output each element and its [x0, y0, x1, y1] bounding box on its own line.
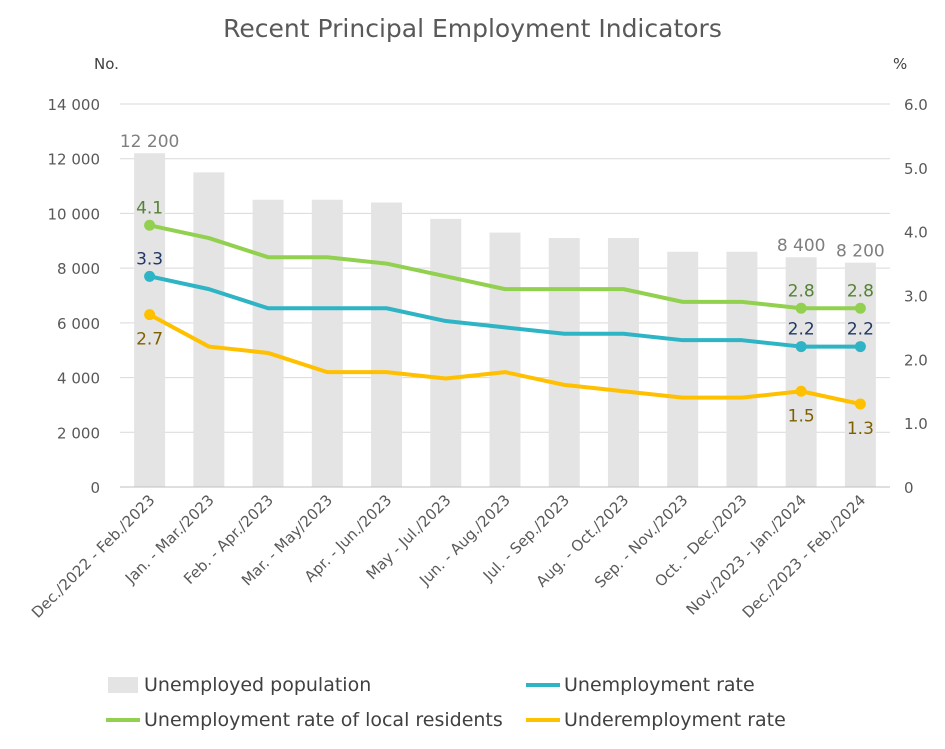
right-tick-label: 0 — [904, 479, 914, 497]
category-label: Nov./2023 - Jan./2024 — [683, 491, 810, 618]
data-point — [854, 398, 866, 410]
bar — [430, 218, 462, 487]
line-data-label: 2.8 — [788, 281, 815, 301]
bar — [844, 262, 876, 487]
legend-item-local-residents-rate: Unemployment rate of local residents — [106, 709, 503, 731]
bar-data-label: 8 200 — [836, 242, 885, 262]
bar-data-label: 8 400 — [777, 236, 826, 256]
right-tick-label: 2.0 — [904, 351, 928, 369]
bar — [311, 199, 343, 487]
legend-label: Underemployment rate — [564, 709, 786, 731]
left-tick-label: 10 000 — [48, 205, 101, 223]
data-point — [854, 302, 866, 314]
bar — [252, 199, 284, 487]
left-tick-label: 0 — [90, 479, 100, 497]
bar — [548, 238, 580, 487]
legend-item-unemployed-population: Unemployed population — [108, 674, 371, 696]
bar — [726, 251, 758, 487]
line-data-label: 2.7 — [136, 330, 163, 350]
data-point — [795, 341, 807, 353]
line-data-label: 1.3 — [847, 419, 874, 439]
line-data-label: 2.2 — [847, 320, 874, 340]
legend-item-unemployment-rate: Unemployment rate — [526, 674, 755, 696]
left-tick-label: 14 000 — [48, 96, 101, 114]
left-tick-label: 12 000 — [48, 151, 101, 169]
bar-data-label: 12 200 — [120, 132, 179, 152]
right-axis-unit: % — [893, 55, 908, 73]
legend-swatch — [526, 718, 560, 722]
data-point — [795, 385, 807, 397]
category-label: Dec./2023 - Feb./2024 — [739, 491, 869, 621]
data-point — [795, 302, 807, 314]
legend-swatch — [106, 718, 140, 722]
data-point — [854, 341, 866, 353]
bar — [607, 238, 639, 487]
line-data-label: 1.5 — [788, 406, 815, 426]
bar — [193, 172, 225, 487]
legend-swatch — [526, 683, 560, 687]
left-tick-label: 8 000 — [57, 260, 100, 278]
right-tick-label: 5.0 — [904, 160, 928, 178]
line-data-label: 3.3 — [136, 249, 163, 269]
series-line — [149, 223, 861, 311]
data-point — [144, 309, 156, 321]
bar — [489, 232, 521, 487]
bar — [371, 202, 403, 487]
left-axis-unit: No. — [94, 55, 119, 73]
right-tick-label: 3.0 — [904, 288, 928, 306]
legend-label: Unemployment rate of local residents — [144, 709, 503, 731]
left-tick-label: 2 000 — [57, 424, 100, 442]
data-point — [144, 219, 156, 231]
legend-label: Unemployment rate — [564, 674, 755, 696]
right-tick-label: 6.0 — [904, 96, 928, 114]
chart-title: Recent Principal Employment Indicators — [223, 14, 722, 43]
series-line — [149, 274, 861, 349]
bar — [667, 251, 699, 487]
data-point — [144, 270, 156, 282]
right-tick-label: 4.0 — [904, 224, 928, 242]
line-data-label: 2.8 — [847, 281, 874, 301]
series-line — [148, 312, 861, 406]
left-tick-label: 6 000 — [57, 315, 100, 333]
right-tick-label: 1.0 — [904, 415, 928, 433]
bar — [785, 257, 817, 487]
legend-label: Unemployed population — [144, 674, 372, 696]
left-tick-label: 4 000 — [57, 370, 100, 388]
legend-item-underemployment-rate: Underemployment rate — [526, 709, 786, 731]
line-data-label: 4.1 — [136, 198, 163, 218]
line-data-label: 2.2 — [788, 320, 815, 340]
legend-swatch — [108, 677, 138, 693]
